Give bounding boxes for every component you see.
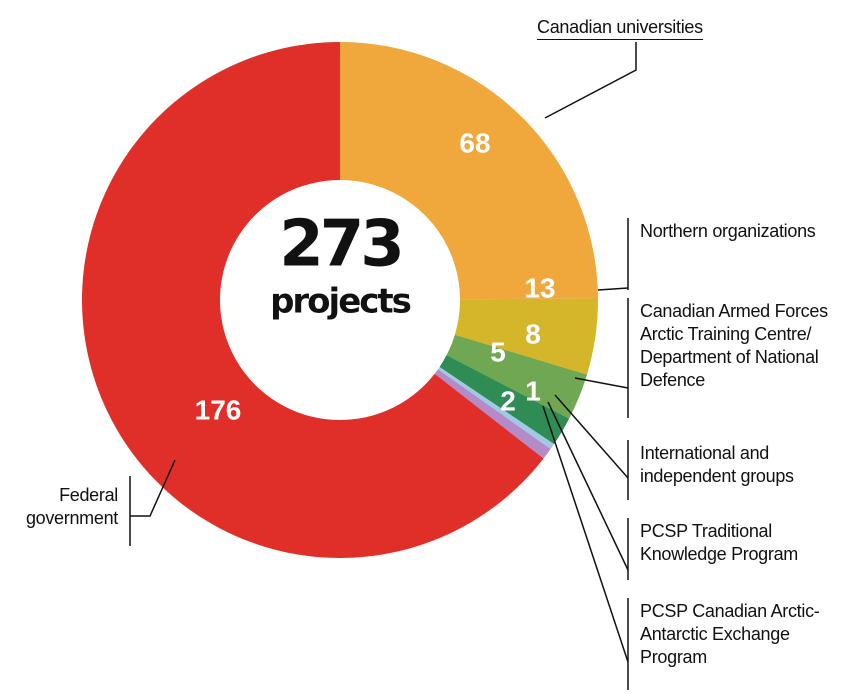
wedge [434, 369, 551, 459]
value-label: 13 [524, 272, 555, 303]
category-label: Canadian Armed Forces Arctic Training Ce… [640, 301, 828, 390]
category-label: International and independent groups [640, 443, 794, 486]
value-label: 68 [459, 127, 490, 158]
wedge [437, 367, 555, 449]
category-label: PCSP Canadian Arctic-Antarctic Exchange … [640, 601, 820, 667]
category-label: Northern organizations [640, 221, 816, 241]
category-label: Federal government [25, 485, 118, 528]
leader-line [574, 377, 629, 389]
leader-line [544, 42, 637, 119]
value-label: 8 [525, 318, 541, 349]
leader-line [547, 401, 629, 571]
leader-line [542, 405, 629, 663]
wedge [439, 355, 570, 445]
value-label: 176 [195, 394, 242, 425]
leader-line [554, 394, 629, 479]
leader-line [597, 287, 629, 291]
wedge [446, 334, 587, 419]
value-label: 5 [490, 336, 506, 367]
value-label: 2 [500, 385, 516, 416]
category-label: Canadian universities [537, 16, 703, 40]
center-total: 273 [279, 208, 401, 282]
wedge [81, 42, 544, 558]
center-label: projects [270, 282, 411, 322]
category-label: PCSP Traditional Knowledge Program [640, 521, 798, 564]
leader-line [130, 459, 176, 517]
wedge [454, 298, 598, 375]
value-label: 1 [525, 375, 541, 406]
wedge [340, 42, 598, 300]
